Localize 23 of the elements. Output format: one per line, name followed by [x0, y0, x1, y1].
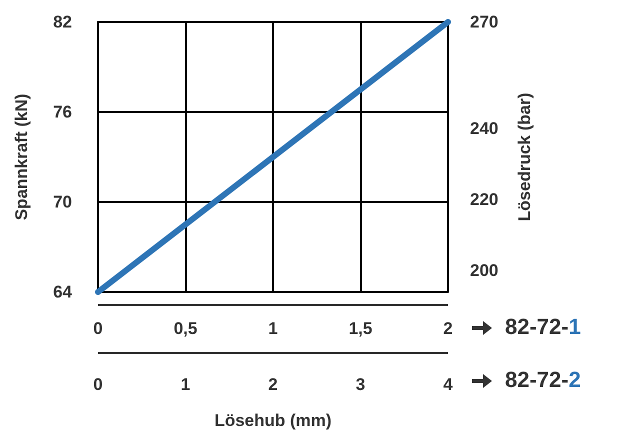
y2-tick-label: 200 [470, 261, 498, 280]
y-axis-title: Spannkraft (kN) [12, 94, 31, 220]
y2-axis-title: Lösedruck (bar) [515, 92, 534, 222]
x-tick-label: 1,5 [348, 319, 372, 338]
x-axis-title: Lösehub (mm) [214, 411, 332, 430]
text: 82-72-2 [505, 367, 581, 392]
y-tick-label: 82 [53, 12, 72, 32]
y-tick-label: 76 [53, 102, 72, 122]
x-tick-label: 0 [93, 319, 103, 338]
y-tick-label: 64 [53, 282, 73, 302]
x2-tick-label: 3 [356, 375, 366, 394]
y2-tick-label: 270 [470, 12, 498, 32]
x-tick-label: 1 [268, 319, 278, 338]
x2-tick-label: 4 [443, 375, 454, 394]
x-tick-label: 0,5 [174, 319, 198, 338]
y-tick-label: 70 [53, 192, 72, 212]
text: 82-72-1 [505, 314, 581, 339]
x-tick-label: 2 [443, 319, 453, 338]
y2-tick-label: 240 [470, 119, 498, 138]
x2-tick-label: 1 [180, 375, 190, 394]
y2-tick-label: 220 [470, 190, 498, 210]
x2-tick-label: 0 [93, 375, 103, 394]
x2-tick-label: 2 [268, 375, 278, 394]
